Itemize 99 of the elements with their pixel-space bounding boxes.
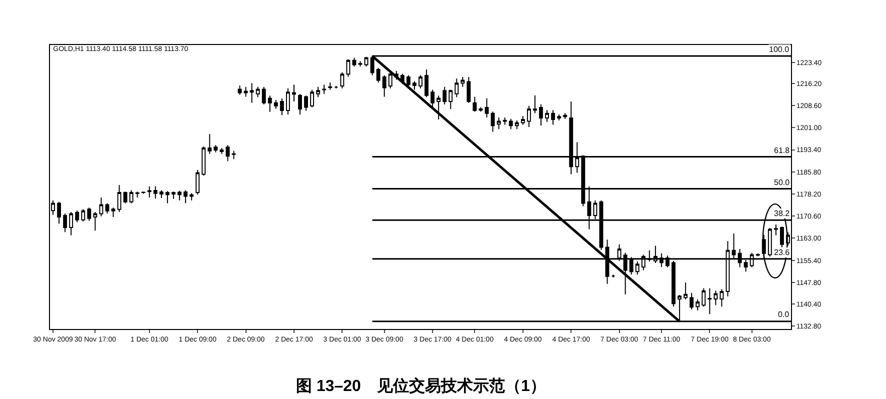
candlestick — [123, 191, 128, 204]
candlestick — [418, 74, 422, 89]
caption: 图 13–20 见位交易技术示范（1） — [296, 376, 546, 395]
candlestick — [328, 82, 332, 90]
annotation: 50.0 — [774, 178, 790, 187]
candlestick — [220, 148, 224, 154]
candlestick — [304, 95, 308, 112]
candlestick — [472, 96, 477, 112]
candlestick — [376, 67, 380, 84]
candlestick — [388, 70, 392, 89]
candlestick — [268, 95, 272, 112]
candlestick — [460, 76, 465, 88]
candlestick — [298, 94, 302, 116]
candlestick — [774, 224, 778, 236]
candlestick — [334, 86, 338, 89]
annotation: 38.2 — [774, 209, 790, 218]
candlestick — [172, 191, 176, 200]
candlestick — [406, 74, 410, 89]
candlestick — [466, 76, 471, 104]
candlestick — [244, 86, 248, 98]
candlestick — [159, 190, 164, 199]
candlestick — [514, 120, 519, 130]
candlestick — [545, 110, 549, 122]
candlestick — [111, 207, 116, 218]
candlestick — [184, 190, 188, 204]
candlestick — [310, 89, 314, 108]
candlestick — [424, 68, 428, 98]
candlestick — [178, 190, 182, 201]
candlestick — [358, 60, 362, 68]
candlestick — [87, 207, 92, 222]
candlestick — [502, 116, 507, 126]
candlestick — [346, 58, 350, 78]
candlestick — [93, 212, 98, 232]
candlestick — [430, 89, 435, 108]
candlestick — [286, 88, 290, 116]
candlestick — [147, 186, 152, 198]
candlestick — [557, 114, 562, 121]
candlestick — [69, 212, 74, 236]
candlestick — [166, 190, 170, 204]
candlestick — [208, 134, 212, 154]
candlestick — [274, 100, 278, 110]
candlestick — [153, 186, 158, 200]
candlestick — [63, 212, 68, 233]
candlestick — [611, 274, 616, 278]
annotation: 0.0 — [778, 310, 790, 319]
candlestick — [129, 190, 134, 204]
candlestick — [364, 56, 368, 68]
candlestick — [484, 98, 489, 118]
candlestick — [316, 86, 320, 98]
candlestick — [280, 98, 284, 116]
candlestick — [412, 80, 416, 90]
candlestick — [214, 144, 218, 153]
candlestick — [292, 84, 296, 102]
candlestick — [196, 169, 200, 196]
candlestick — [226, 144, 230, 162]
candlestick — [436, 95, 441, 120]
candlestick — [232, 150, 236, 160]
candlestick — [520, 116, 525, 126]
candlestick — [117, 184, 122, 213]
annotation: 23.6 — [774, 248, 790, 257]
candlestick — [702, 288, 706, 308]
candlestick — [75, 210, 80, 223]
candlestick — [635, 260, 640, 276]
candlestick — [496, 116, 501, 130]
candlestick — [442, 86, 447, 105]
candlestick — [105, 202, 110, 214]
candlestick — [539, 104, 543, 126]
candlestick — [526, 105, 531, 128]
candlestick — [714, 290, 718, 306]
candlestick — [382, 74, 386, 98]
candlestick — [57, 201, 62, 224]
candlestick — [490, 111, 495, 132]
candlestick — [720, 288, 724, 308]
annotation: 61.8 — [774, 146, 790, 155]
candlestick — [708, 288, 712, 315]
candlestick — [141, 191, 146, 194]
candlestick — [696, 298, 700, 311]
candlestick — [256, 86, 260, 98]
candlestick — [340, 72, 344, 89]
candlestick — [684, 282, 688, 300]
candlestick — [352, 57, 356, 68]
candlestick — [454, 78, 459, 98]
candlestick — [690, 292, 694, 310]
candlestick — [135, 191, 140, 198]
candlestick — [551, 110, 556, 126]
candlestick — [238, 84, 242, 96]
candlestick — [202, 146, 206, 176]
annotation: 100.0 — [769, 45, 790, 54]
candlestick — [448, 89, 453, 110]
candlestick — [532, 94, 537, 114]
candlestick — [250, 82, 254, 104]
candlestick — [563, 112, 568, 120]
candlestick — [262, 86, 266, 105]
candlestick — [99, 196, 104, 217]
candlestick — [322, 84, 326, 94]
candlestick — [508, 118, 513, 130]
candlestick — [190, 192, 194, 201]
candlestick — [780, 226, 784, 248]
candlestick — [81, 208, 86, 222]
